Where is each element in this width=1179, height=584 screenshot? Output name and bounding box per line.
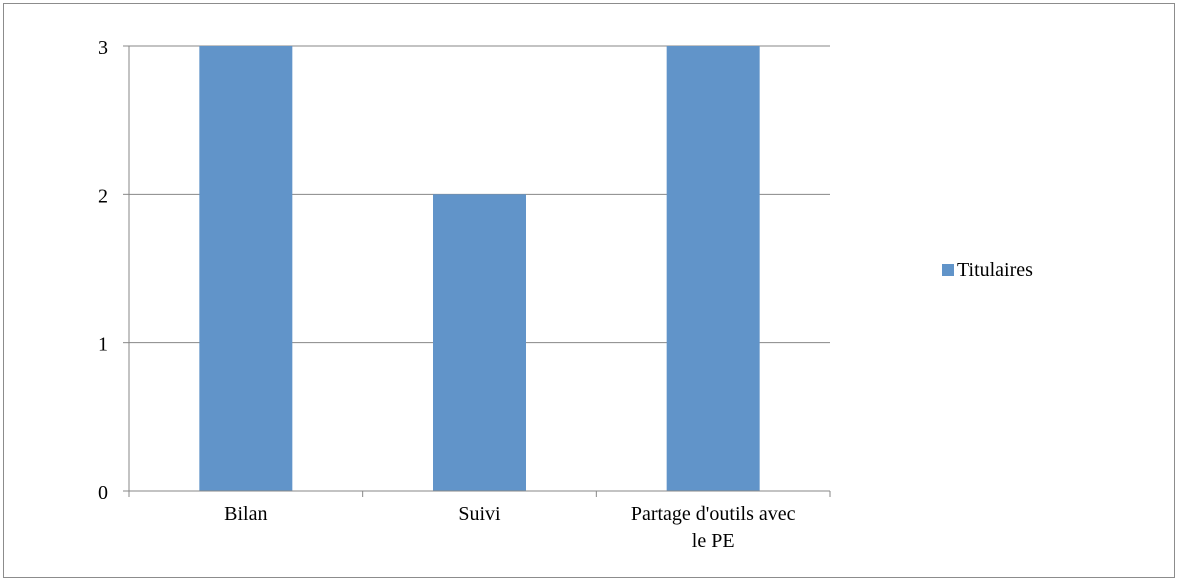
bar-1 — [433, 194, 526, 492]
bar-chart: 0 1 2 3 Bilan Suivi Partage d'outils avec le PE… — [98, 37, 1033, 552]
x-tick-label-line: Partage d'outils avec — [631, 503, 796, 525]
legend: Titulaires — [942, 259, 1033, 281]
x-tick-label-line: le PE — [692, 530, 735, 552]
chart-frame: 0 1 2 3 Bilan Suivi Partage d'outils avec le PE… — [3, 3, 1175, 578]
bar-0 — [199, 46, 293, 491]
bars — [199, 46, 760, 492]
axes: 0 1 2 3 Bilan Suivi Partage d'outils avec le PE — [98, 37, 831, 552]
y-tick-label-0: 0 — [98, 482, 108, 504]
bar-2 — [666, 46, 760, 491]
x-tick-label-line: Bilan — [224, 503, 267, 525]
legend-label: Titulaires — [957, 259, 1033, 281]
y-tick-label-2: 2 — [98, 185, 108, 207]
y-tick-label-1: 1 — [98, 334, 108, 356]
x-tick-label-0: Bilan — [224, 503, 267, 525]
legend-swatch — [942, 264, 954, 276]
y-tick-label-3: 3 — [98, 37, 108, 59]
x-tick-label-1: Suivi — [458, 503, 501, 525]
x-tick-label-line: Suivi — [458, 503, 501, 525]
x-tick-label-2: Partage d'outils avec le PE — [631, 503, 796, 552]
